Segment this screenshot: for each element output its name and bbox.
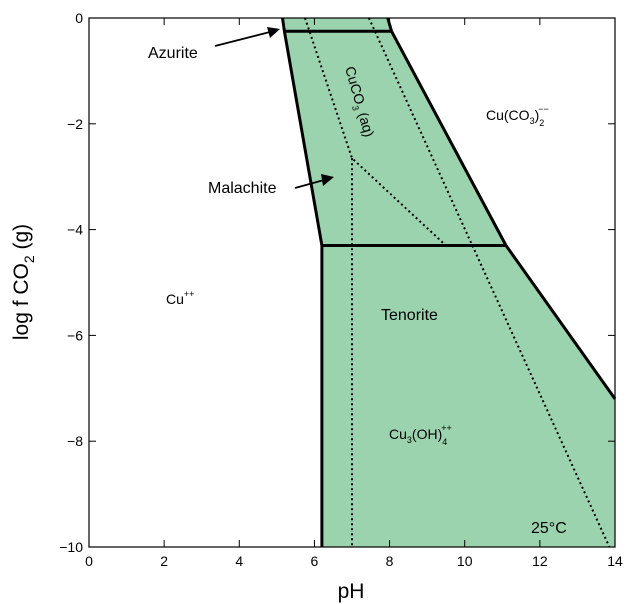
dotted-boundary-1 <box>367 17 611 548</box>
x-tick-label: 10 <box>457 553 473 569</box>
malachite-arrow <box>294 174 334 189</box>
y-tick-label: −2 <box>67 116 83 132</box>
x-tick-label: 0 <box>85 553 93 569</box>
region-azurite <box>282 17 392 32</box>
y-tick-label: −8 <box>67 433 83 449</box>
cu-carbonate-complex-label: Cu(CO3)2−− <box>486 104 549 128</box>
x-tick-label: 6 <box>311 553 319 569</box>
temperature-label: 25°C <box>531 520 567 537</box>
azurite-label: Azurite <box>148 45 198 62</box>
malachite-label: Malachite <box>208 180 277 197</box>
stable-regions <box>282 17 616 548</box>
x-tick-label: 14 <box>607 553 623 569</box>
x-tick-label: 4 <box>235 553 243 569</box>
cu-ion-label: Cu++ <box>166 289 194 307</box>
x-axis-title: pH <box>338 580 365 603</box>
axis-ticks: 0 2 4 6 8 10 12 14 0 −2 −4 −6 −8 −10 <box>59 10 623 569</box>
y-tick-label: −10 <box>59 539 83 555</box>
tenorite-label: Tenorite <box>381 307 438 324</box>
solid-boundary-0 <box>281 17 324 547</box>
y-axis-title: log f CO2 (g) <box>10 224 37 340</box>
x-tick-label: 12 <box>532 553 548 569</box>
dotted-boundaries <box>304 17 611 548</box>
y-tick-label: −4 <box>67 222 83 238</box>
y-tick-label: 0 <box>75 10 83 26</box>
cu3-oh4-label: Cu3(OH)4++ <box>389 423 452 447</box>
x-tick-label: 2 <box>160 553 168 569</box>
azurite-arrow <box>214 27 280 47</box>
x-tick-label: 8 <box>386 553 394 569</box>
region-tenorite <box>321 245 616 548</box>
plot-frame <box>88 17 616 548</box>
y-tick-label: −6 <box>67 327 83 343</box>
